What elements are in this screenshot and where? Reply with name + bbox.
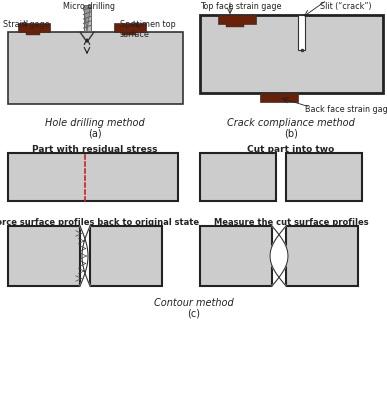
Polygon shape <box>80 226 90 286</box>
Text: Contour method: Contour method <box>154 298 234 308</box>
Bar <box>286 226 358 286</box>
Text: Micro drilling: Micro drilling <box>63 2 115 11</box>
Text: Strain gage: Strain gage <box>3 20 50 29</box>
Text: Hole drilling method: Hole drilling method <box>45 118 145 128</box>
Bar <box>18 23 50 32</box>
Bar <box>286 153 362 201</box>
Bar <box>200 226 272 286</box>
Text: Force surface profiles back to original state: Force surface profiles back to original … <box>0 218 199 227</box>
Bar <box>226 24 244 27</box>
Text: (b): (b) <box>284 128 298 138</box>
Text: Specimen top
surface: Specimen top surface <box>120 20 176 39</box>
Bar <box>8 32 183 104</box>
Bar <box>298 15 305 50</box>
Text: Crack compliance method: Crack compliance method <box>227 118 355 128</box>
Text: Slit (“crack”): Slit (“crack”) <box>320 2 372 11</box>
Bar <box>8 153 178 201</box>
Bar <box>200 15 383 93</box>
Text: Top face strain gage: Top face strain gage <box>200 2 281 11</box>
Text: (a): (a) <box>88 128 102 138</box>
Bar <box>260 93 298 102</box>
Text: (c): (c) <box>187 308 200 318</box>
Bar <box>122 32 136 35</box>
Bar <box>114 23 146 32</box>
Polygon shape <box>270 226 288 286</box>
Bar <box>90 226 162 286</box>
Bar <box>200 153 276 201</box>
Text: Measure the cut surface profiles: Measure the cut surface profiles <box>214 218 368 227</box>
Text: Cut part into two: Cut part into two <box>247 145 335 154</box>
Bar <box>26 32 40 35</box>
Bar <box>84 5 91 31</box>
Polygon shape <box>84 7 91 31</box>
Bar <box>268 96 286 99</box>
Text: Back face strain gage: Back face strain gage <box>305 104 387 113</box>
Bar <box>218 15 256 24</box>
Text: Part with residual stress: Part with residual stress <box>32 145 158 154</box>
Bar <box>8 226 80 286</box>
